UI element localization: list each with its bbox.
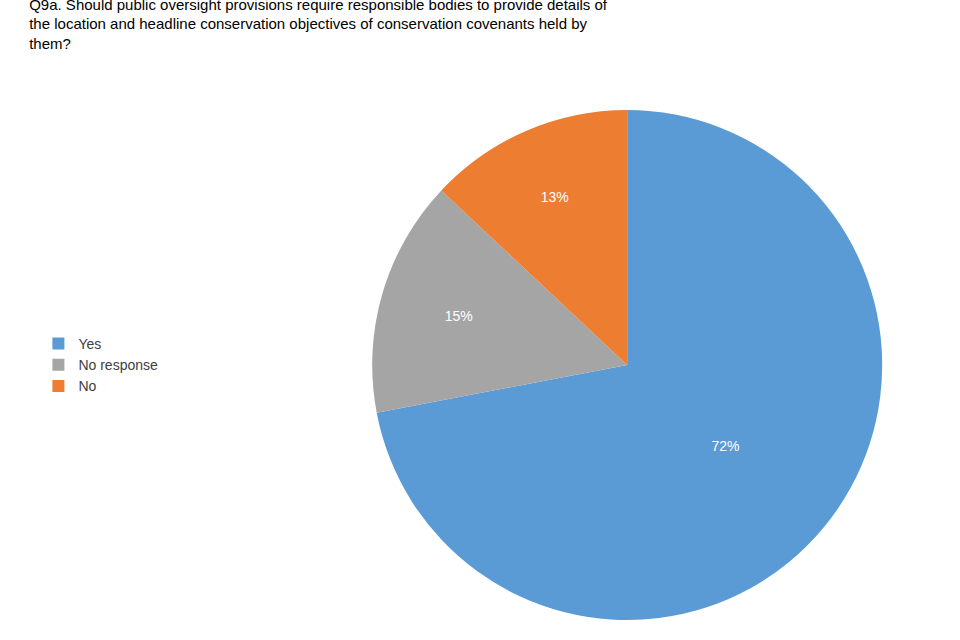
svg-text:13%: 13%	[541, 189, 569, 205]
svg-text:Yes: Yes	[78, 336, 101, 352]
svg-text:72%: 72%	[711, 438, 739, 454]
svg-text:No response: No response	[78, 357, 158, 373]
svg-text:Q9a. Should public oversight p: Q9a. Should public oversight provisions …	[29, 0, 608, 52]
svg-text:No: No	[78, 378, 96, 394]
svg-text:15%: 15%	[445, 308, 473, 324]
